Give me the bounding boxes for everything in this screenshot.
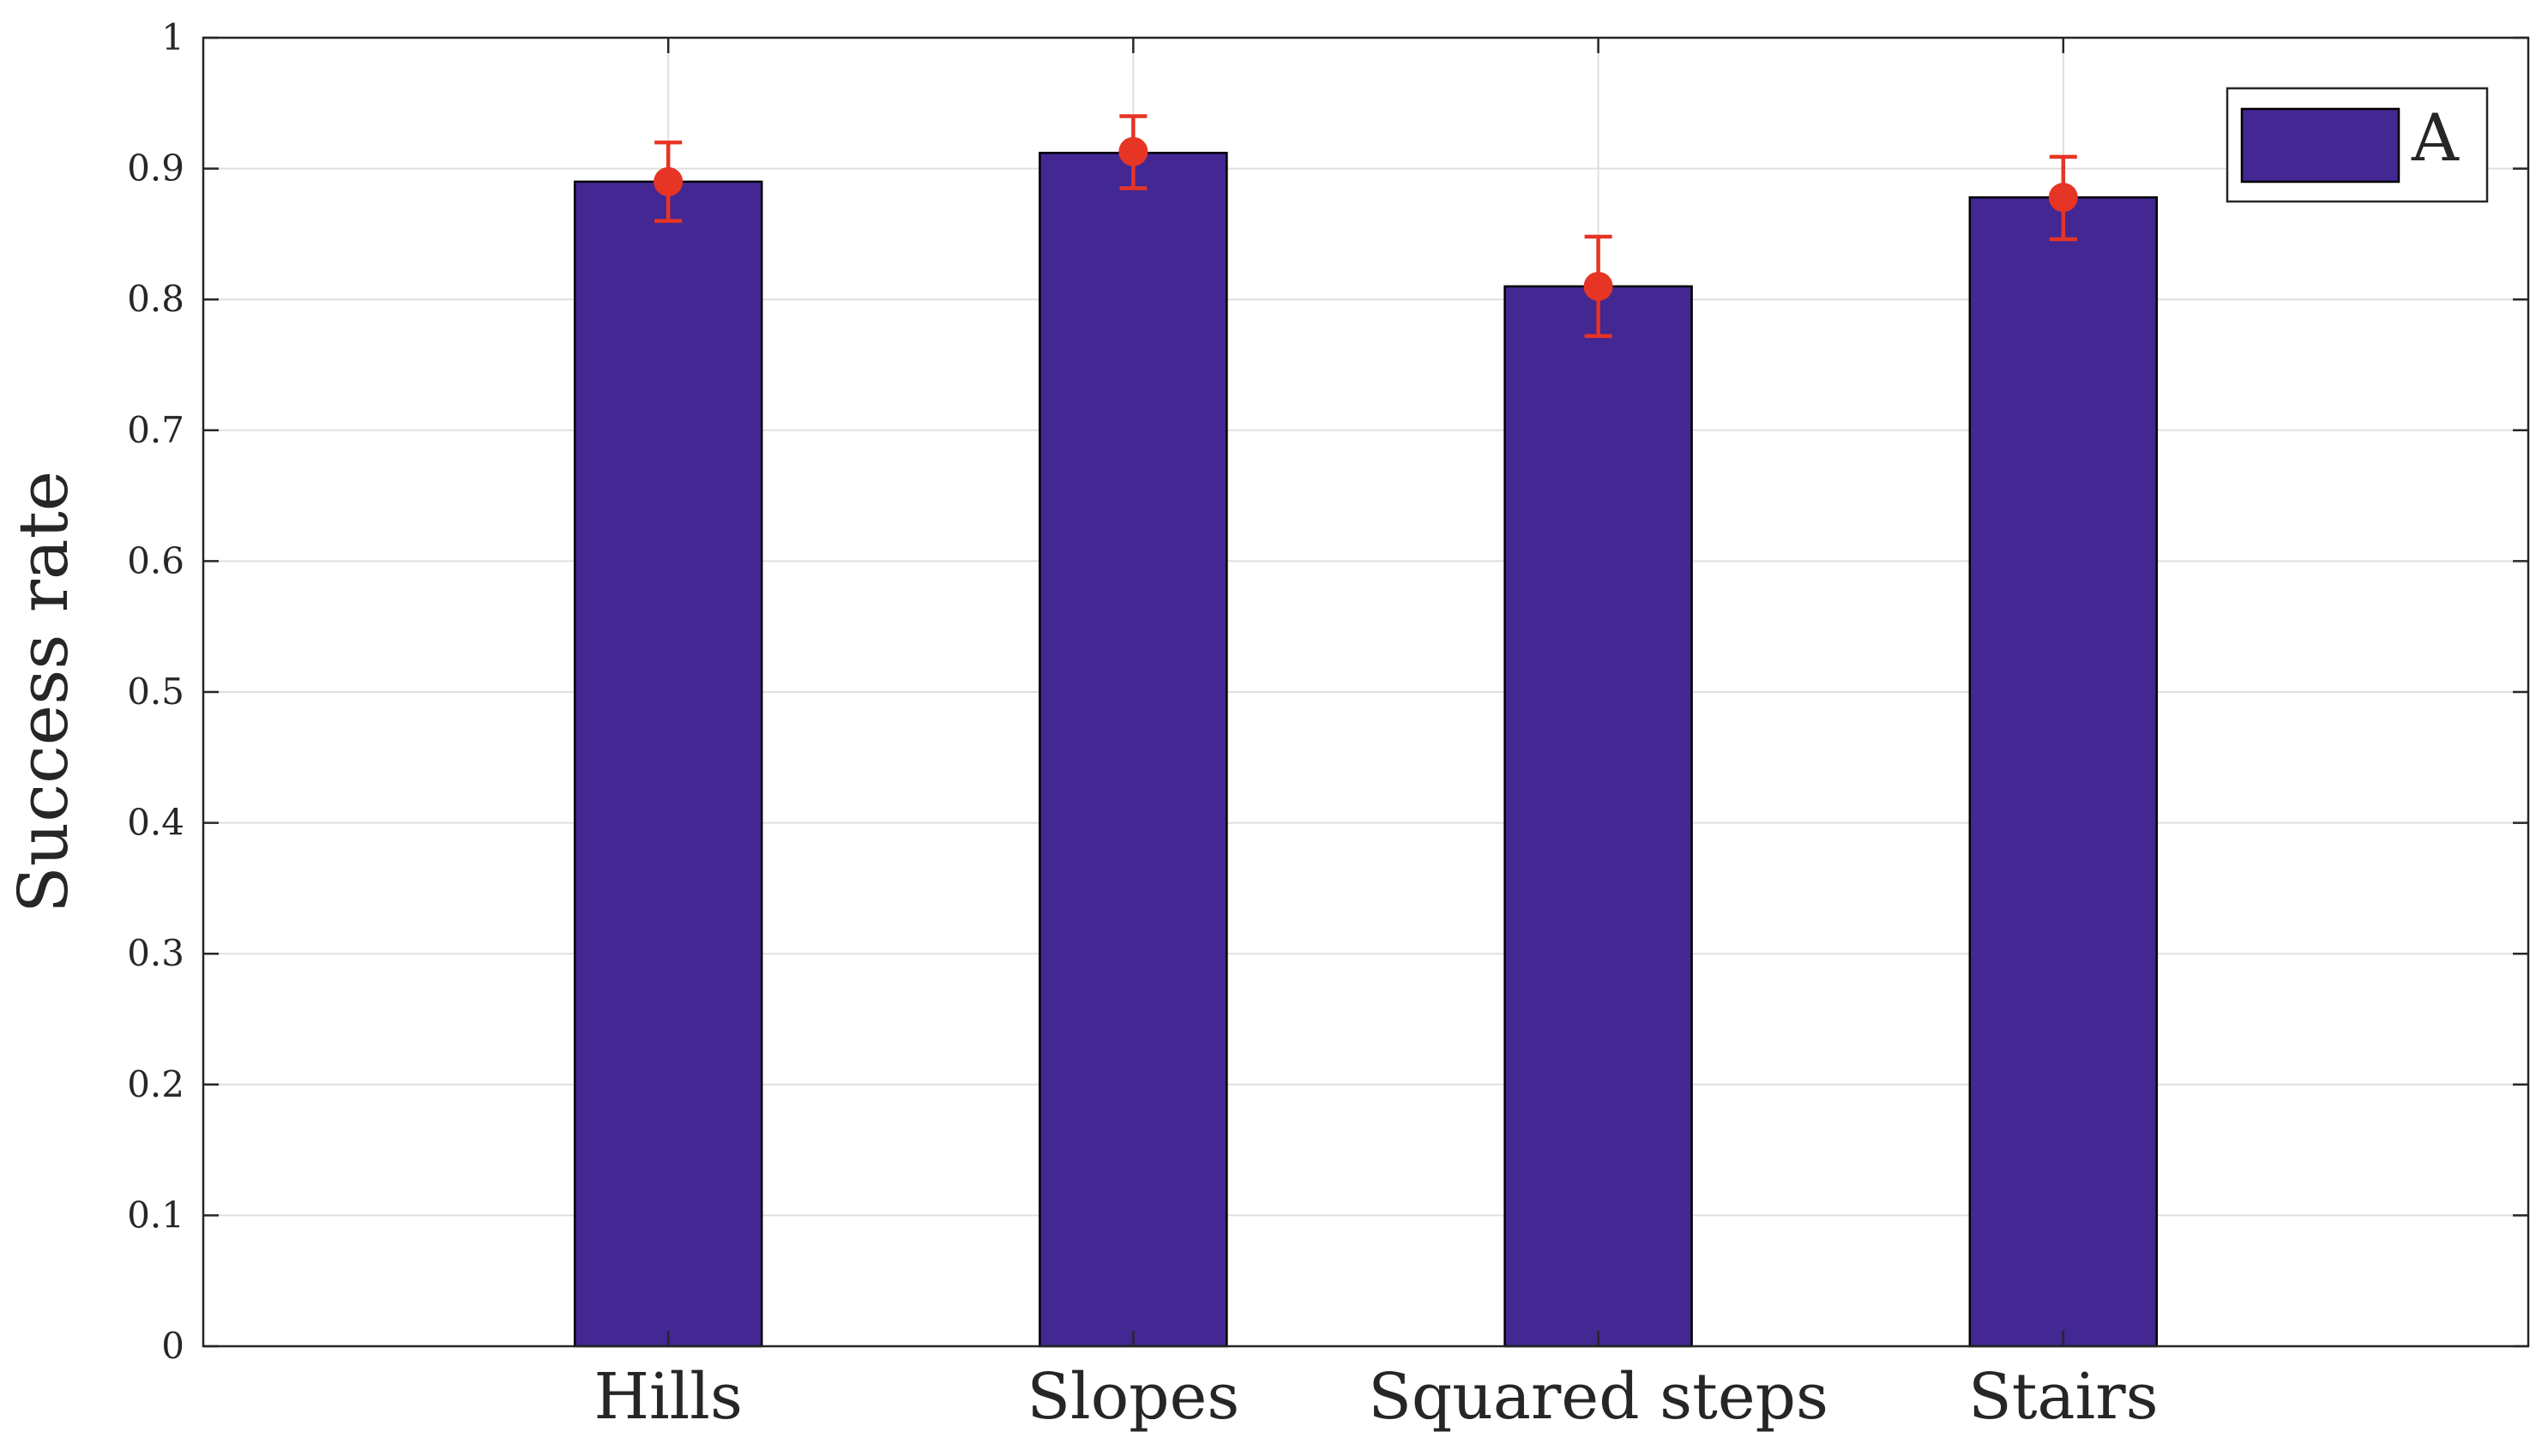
- y-tick-label: 0.8: [127, 278, 184, 320]
- bar: [1968, 196, 2159, 1348]
- legend-label: A: [2411, 99, 2460, 176]
- bar: [1039, 152, 1228, 1348]
- bar: [573, 180, 763, 1348]
- x-category-label: Stairs: [1968, 1360, 2159, 1434]
- y-tick-labels: 0 0.1 0.2 0.3 0.4 0.5 0.6 0.7 0.8 0.9 1: [127, 16, 184, 1367]
- x-category-label: Squared steps: [1368, 1360, 1828, 1434]
- axis-ticks: [203, 36, 2528, 1348]
- y-tick-label: 0.2: [127, 1063, 184, 1105]
- bar: [1503, 285, 1693, 1348]
- y-tick-label: 0.9: [127, 147, 184, 190]
- error-bar-marker: [1583, 271, 1613, 301]
- y-tick-label: 0.4: [127, 802, 184, 844]
- y-tick-label: 0.6: [127, 539, 184, 581]
- y-axis-label: Success rate: [3, 471, 83, 913]
- y-tick-label: 1: [161, 16, 184, 58]
- y-tick-label: 0.3: [127, 932, 184, 974]
- error-bar-marker: [654, 166, 684, 196]
- x-category-labels: Hills Slopes Squared steps Stairs: [593, 1360, 2158, 1434]
- error-bar-marker: [1118, 136, 1148, 166]
- bars: [573, 152, 2159, 1348]
- x-category-label: Hills: [593, 1360, 743, 1434]
- x-category-label: Slopes: [1027, 1360, 1239, 1434]
- error-bar-marker: [2048, 183, 2078, 213]
- grid-lines: [203, 38, 2528, 1346]
- legend-swatch: [2240, 107, 2400, 184]
- y-tick-label: 0: [161, 1325, 184, 1367]
- error-bars: [654, 114, 2078, 339]
- y-tick-label: 0.1: [127, 1194, 184, 1236]
- y-tick-label: 0.5: [127, 671, 184, 713]
- y-tick-label: 0.7: [127, 409, 184, 451]
- legend: A: [2226, 87, 2489, 203]
